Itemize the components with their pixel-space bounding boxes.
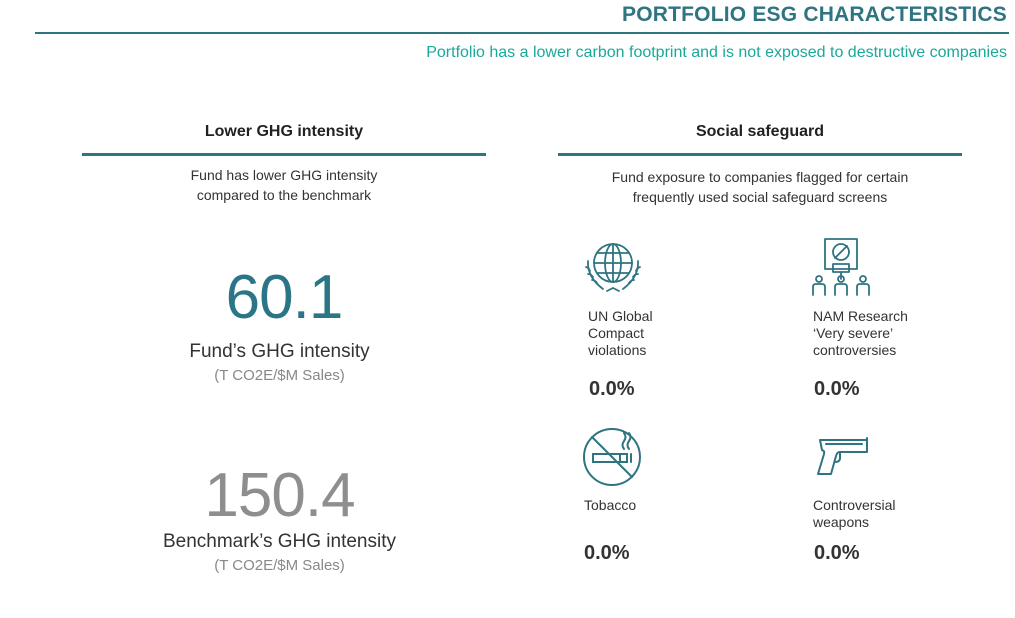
tobacco-value: 0.0%: [584, 542, 630, 564]
page-subtitle: Portfolio has a lower carbon footprint a…: [426, 44, 1007, 61]
social-description-line-1: Fund exposure to companies flagged for c…: [611, 169, 909, 185]
social-section-divider: [558, 153, 962, 156]
ghg-section-description: Fund has lower GHG intensity compared to…: [82, 165, 486, 205]
globe-laurel-icon: [583, 237, 643, 297]
tobacco-label: Tobacco: [584, 497, 637, 513]
fund-ghg-unit: (T CO2E/$M Sales): [214, 367, 345, 384]
nam-research-value: 0.0%: [814, 378, 860, 400]
fund-ghg-value: 60.1: [225, 263, 344, 332]
pistol-icon: [812, 432, 872, 492]
social-section-description: Fund exposure to companies flagged for c…: [558, 167, 962, 207]
benchmark-ghg-unit: (T CO2E/$M Sales): [214, 557, 345, 574]
page-title: PORTFOLIO ESG CHARACTERISTICS: [622, 3, 1007, 26]
social-section-title: Social safeguard: [695, 123, 825, 140]
ghg-section-divider: [82, 153, 486, 156]
ghg-section-title: Lower GHG intensity: [204, 123, 364, 140]
controversial-weapons-label: Controversial weapons: [813, 497, 896, 530]
no-smoking-icon: [582, 427, 642, 487]
ghg-description-line-1: Fund has lower GHG intensity: [190, 167, 378, 183]
social-description-line-2: frequently used social safeguard screens: [632, 189, 888, 205]
controversial-weapons-value: 0.0%: [814, 542, 860, 564]
nam-research-label: NAM Research ‘Very severe’ controversies: [813, 308, 908, 358]
protest-sign-icon: [811, 237, 871, 297]
ghg-description-line-2: compared to the benchmark: [196, 187, 372, 203]
benchmark-ghg-value: 150.4: [204, 461, 355, 530]
un-global-compact-value: 0.0%: [589, 378, 635, 400]
benchmark-ghg-label: Benchmark’s GHG intensity: [162, 531, 396, 552]
fund-ghg-label: Fund’s GHG intensity: [189, 341, 370, 362]
un-global-compact-label: UN Global Compact violations: [588, 308, 653, 358]
title-divider: [35, 32, 1009, 34]
